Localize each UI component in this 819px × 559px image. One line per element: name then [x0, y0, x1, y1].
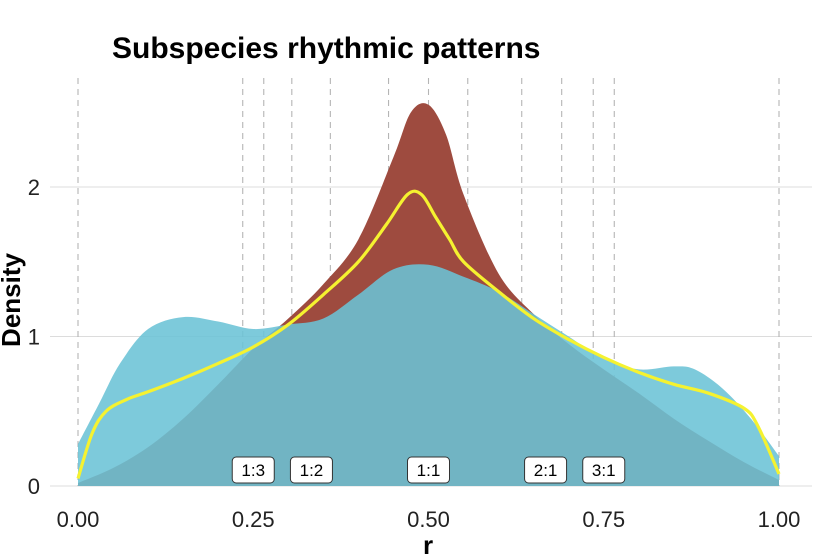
density-curve [76, 189, 781, 479]
ratio-label-box [524, 456, 568, 484]
ratio-label-text: 1:1 [417, 461, 441, 480]
ratio-label-text: 2:1 [534, 461, 558, 480]
x-axis-ticks: 0.00 0.25 0.50 0.75 1.00 [57, 507, 801, 532]
y-tick-label-1: 1 [28, 325, 40, 350]
ratio-label-box [289, 456, 333, 484]
ratio-label-1: 1:2 [289, 456, 333, 484]
x-tick-label-1: 0.25 [232, 507, 275, 532]
x-tick-label-3: 0.75 [582, 507, 625, 532]
ratio-labels: 1:3 1:2 1:1 2:1 3:1 [231, 456, 626, 484]
density-line-2 [76, 189, 781, 479]
y-axis-title: Density [0, 253, 26, 347]
ratio-label-4: 3:1 [582, 456, 626, 484]
ratio-label-box [582, 456, 626, 484]
ratio-label-2: 1:1 [407, 456, 450, 484]
density-areas [78, 103, 779, 486]
ratio-label-box [407, 456, 450, 484]
y-axis-ticks: 0 1 2 [28, 175, 40, 499]
x-axis-title: r [423, 530, 433, 559]
ratio-label-3: 2:1 [524, 456, 568, 484]
y-tick-label-0: 0 [28, 474, 40, 499]
chart-title: Subspecies rhythmic patterns [112, 32, 540, 65]
ratio-label-text: 1:3 [241, 461, 265, 480]
x-tick-label-2: 0.50 [407, 507, 450, 532]
ratio-label-text: 1:2 [300, 461, 324, 480]
density-area-1 [78, 264, 779, 486]
ratio-label-text: 3:1 [592, 461, 616, 480]
ratio-label-box [231, 456, 275, 484]
x-tick-label-0: 0.00 [57, 507, 100, 532]
x-tick-label-4: 1.00 [758, 507, 801, 532]
ratio-label-0: 1:3 [231, 456, 275, 484]
y-tick-label-2: 2 [28, 175, 40, 200]
